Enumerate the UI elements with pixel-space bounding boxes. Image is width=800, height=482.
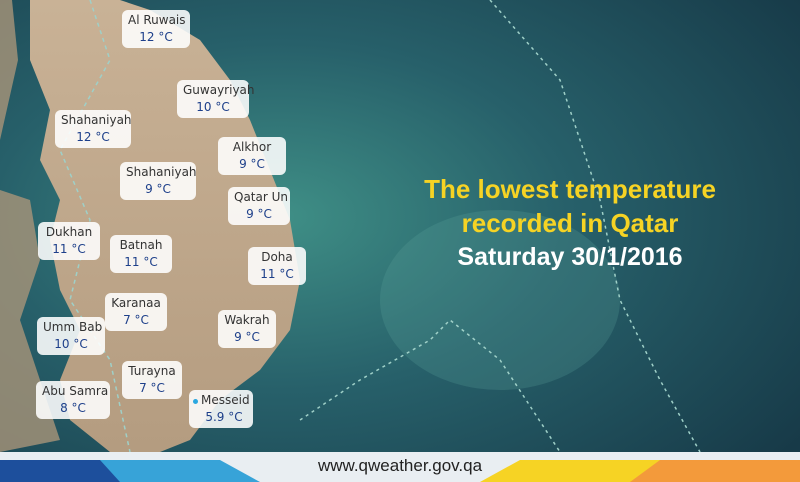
station-name: Qatar Un bbox=[234, 190, 288, 204]
station-box: Doha 11 °C bbox=[248, 247, 306, 285]
station-temperature: 12 °C bbox=[76, 130, 110, 144]
headline-line: recorded in Qatar bbox=[461, 208, 679, 238]
station-temperature: 5.9 °C bbox=[205, 410, 243, 424]
station-temperature: 9 °C bbox=[234, 330, 260, 344]
station-temperature: 8 °C bbox=[60, 401, 86, 415]
station-name: Batnah bbox=[119, 238, 163, 252]
station-name: Wakrah bbox=[224, 313, 270, 327]
station-temperature: 11 °C bbox=[52, 242, 86, 256]
station-name: Dukhan bbox=[45, 225, 93, 239]
station-temperature: 10 °C bbox=[196, 100, 230, 114]
station-box: Umm Bab 10 °C bbox=[37, 317, 105, 355]
station-box: Wakrah 9 °C bbox=[218, 310, 276, 348]
station-temperature: 11 °C bbox=[124, 255, 158, 269]
station-box: Shahaniyah 9 °C bbox=[120, 162, 197, 200]
station-box: Karanaa 7 °C bbox=[105, 293, 167, 331]
station-name: Al Ruwais bbox=[128, 13, 186, 27]
station-name: Doha bbox=[261, 250, 293, 264]
station-temperature: 9 °C bbox=[239, 157, 265, 171]
station-box: Dukhan 11 °C bbox=[38, 222, 100, 260]
station-marker bbox=[193, 399, 198, 404]
station-box: Qatar Un 9 °C bbox=[228, 187, 290, 225]
station-temperature: 12 °C bbox=[139, 30, 173, 44]
station-box: Turayna 7 °C bbox=[122, 361, 182, 399]
headline-line: The lowest temperature bbox=[424, 174, 716, 204]
station-temperature: 9 °C bbox=[145, 182, 171, 196]
station-box: Guwayriyah 10 °C bbox=[177, 80, 255, 118]
headline: The lowest temperature recorded in Qatar… bbox=[380, 172, 760, 274]
station-temperature: 7 °C bbox=[123, 313, 149, 327]
station-temperature: 7 °C bbox=[139, 381, 165, 395]
station-name: Umm Bab bbox=[43, 320, 103, 334]
footer-band bbox=[0, 452, 800, 482]
headline-date: Saturday 30/1/2016 bbox=[457, 243, 683, 271]
station-box: Messeid 5.9 °C bbox=[189, 390, 253, 428]
station-name: Guwayriyah bbox=[183, 83, 255, 97]
station-box: Shahaniyah 12 °C bbox=[55, 110, 132, 148]
station-name: Turayna bbox=[128, 364, 176, 378]
station-name: Messeid bbox=[201, 393, 250, 407]
station-temperature: 10 °C bbox=[54, 337, 88, 351]
station-name: Abu Samra bbox=[42, 384, 109, 398]
station-name: Shahaniyah bbox=[61, 113, 132, 127]
station-box: Batnah 11 °C bbox=[110, 235, 172, 273]
station-name: Alkhor bbox=[232, 140, 272, 154]
station-box: Al Ruwais 12 °C bbox=[122, 10, 190, 48]
website: www.qweather.gov.qa bbox=[317, 456, 483, 475]
station-temperature: 11 °C bbox=[260, 267, 294, 281]
station-name: Shahaniyah bbox=[126, 165, 197, 179]
station-temperature: 9 °C bbox=[246, 207, 272, 221]
station-box: Abu Samra 8 °C bbox=[36, 381, 110, 419]
station-box: Alkhor 9 °C bbox=[218, 137, 286, 175]
station-name: Karanaa bbox=[111, 296, 161, 310]
